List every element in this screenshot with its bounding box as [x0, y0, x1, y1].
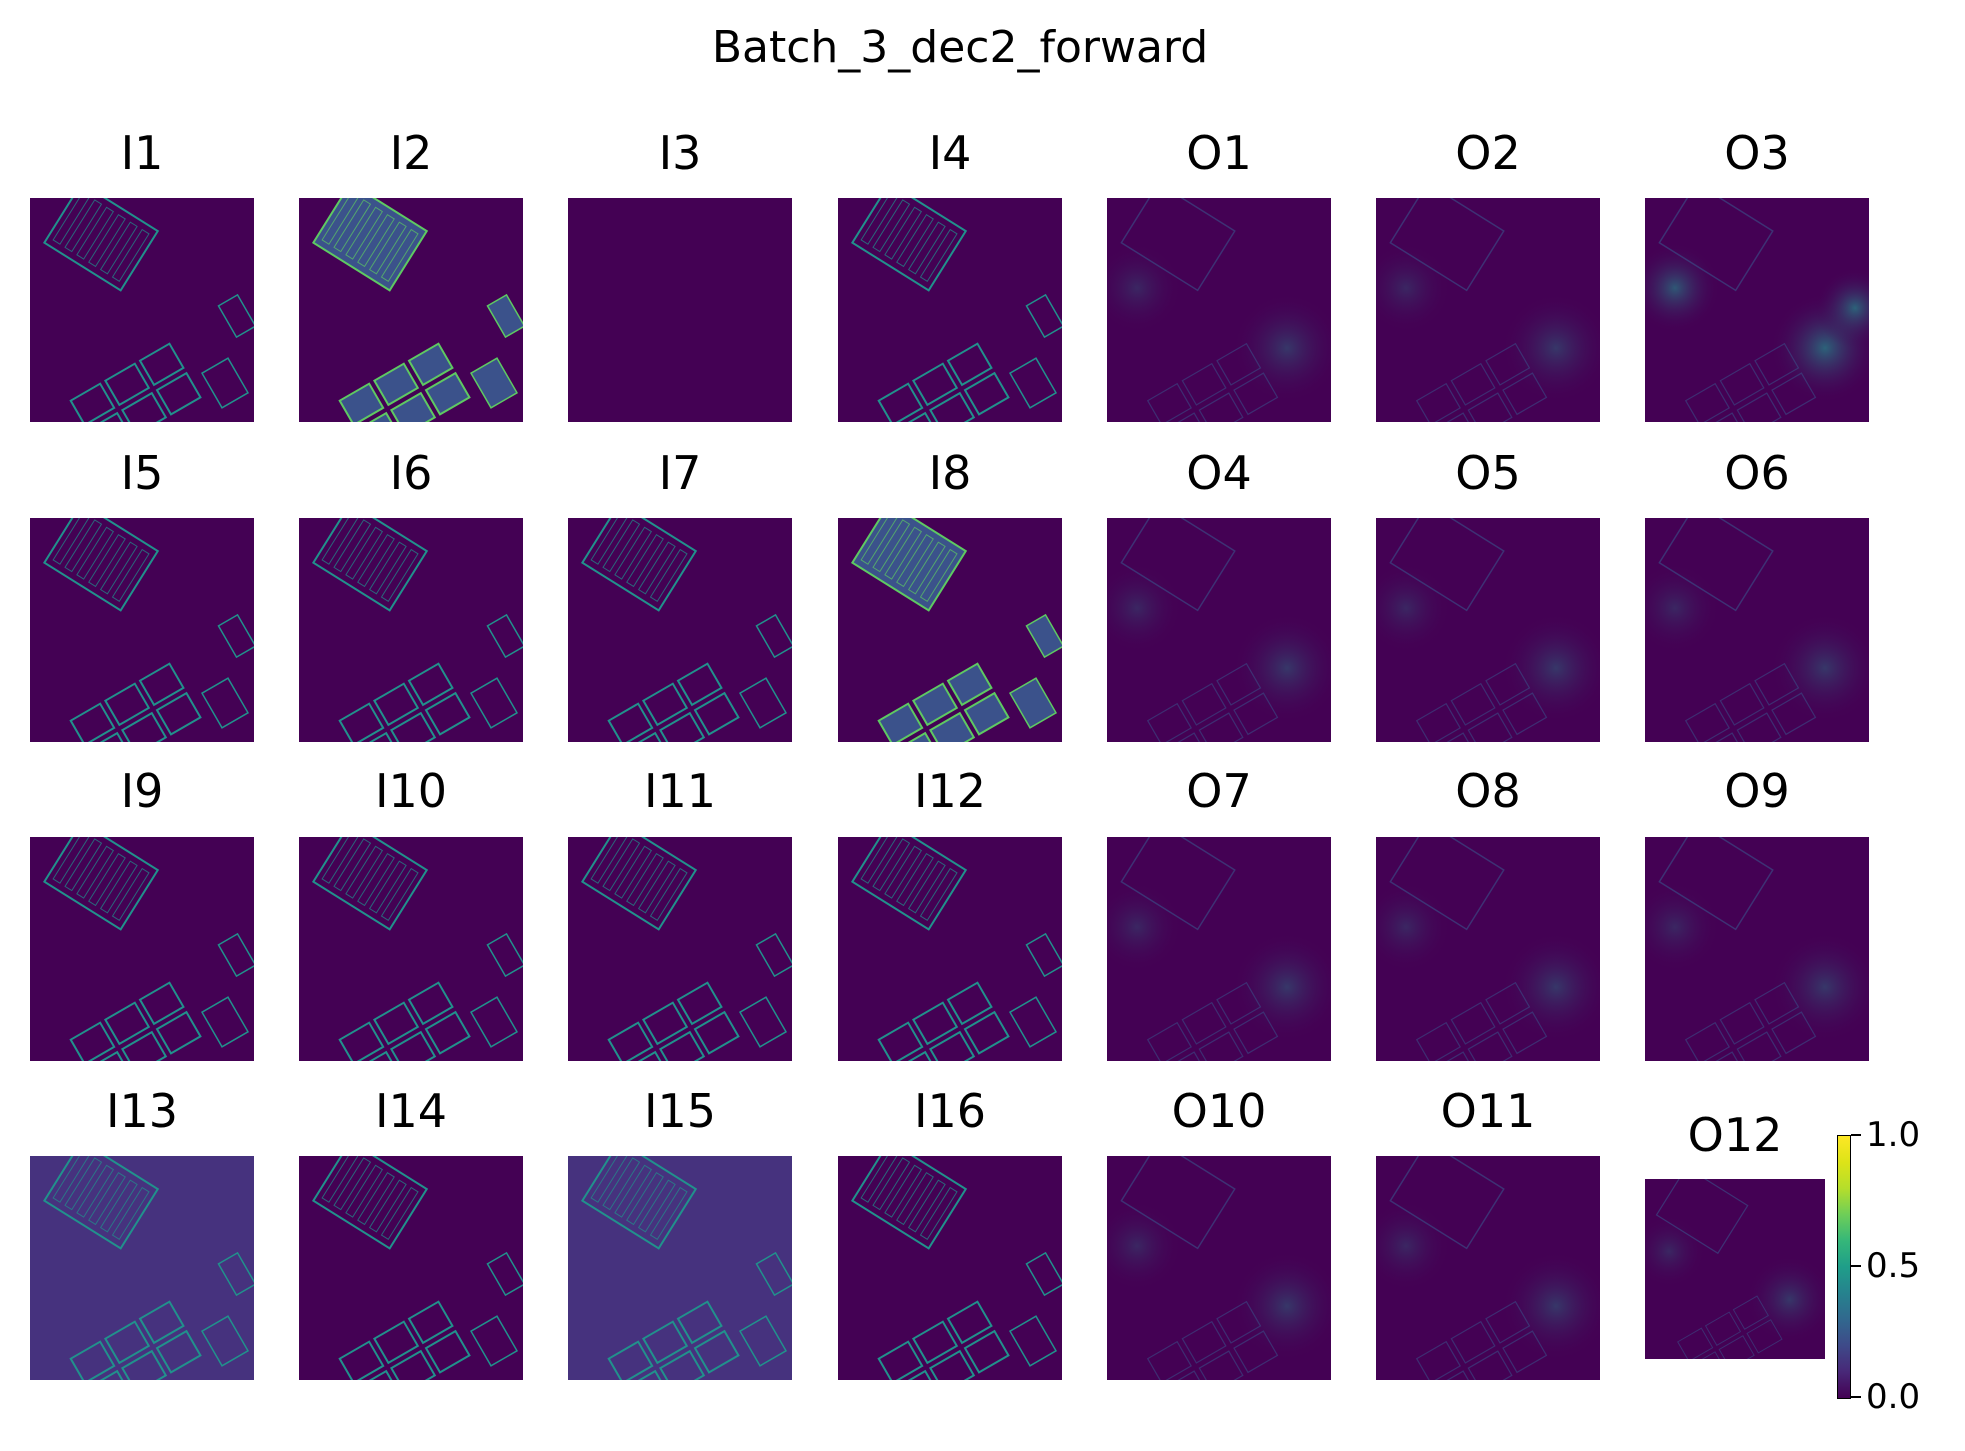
panel-i7: [568, 518, 792, 742]
panel-title: I7: [658, 446, 702, 500]
panel-o7: [1107, 837, 1331, 1061]
panel-title: O4: [1186, 446, 1252, 500]
panel-title: I11: [643, 764, 717, 818]
colorbar-tick-label: 1.0: [1866, 1115, 1921, 1155]
panel-title: I16: [913, 1084, 987, 1138]
panel-o1: [1107, 198, 1331, 422]
panel-i13: [30, 1156, 254, 1380]
heatmap-image: [42, 198, 254, 422]
heatmap-image: [1376, 837, 1600, 1061]
panel-title: O2: [1455, 126, 1521, 180]
panel-title: O12: [1687, 1108, 1783, 1162]
heatmap-image: [30, 1156, 254, 1380]
heatmap-image: [1645, 518, 1869, 742]
colorbar-tick-label: 0.5: [1866, 1246, 1921, 1286]
panel-i3: [568, 198, 792, 422]
panel-title: I12: [913, 764, 987, 818]
panel-title: I3: [658, 126, 702, 180]
panel-o11: [1376, 1156, 1600, 1380]
colorbar-tick: [1851, 1134, 1861, 1136]
panel-o9: [1645, 837, 1869, 1061]
panel-title: I10: [374, 764, 448, 818]
panel-i9: [30, 837, 254, 1061]
panel-title: I2: [389, 126, 433, 180]
panel-title: I4: [928, 126, 972, 180]
heatmap-image: [1107, 518, 1331, 742]
panel-o8: [1376, 837, 1600, 1061]
heatmap-image: [850, 518, 1062, 742]
panel-i5: [30, 518, 254, 742]
panel-title: I9: [120, 764, 164, 818]
heatmap-image: [850, 1156, 1062, 1380]
heatmap-image: [1376, 518, 1600, 742]
panel-i4: [838, 198, 1062, 422]
panel-o6: [1645, 518, 1869, 742]
panel-i15: [568, 1156, 792, 1380]
heatmap-image: [1376, 1156, 1600, 1380]
panel-title: O1: [1186, 126, 1252, 180]
colorbar: [1837, 1135, 1851, 1399]
panel-o2: [1376, 198, 1600, 422]
colorbar-tick: [1851, 1396, 1861, 1398]
panel-title: O11: [1440, 1084, 1536, 1138]
panel-i11: [568, 837, 792, 1061]
figure-title: Batch_3_dec2_forward: [711, 22, 1209, 73]
heatmap-image: [311, 837, 523, 1061]
panel-o5: [1376, 518, 1600, 742]
panel-title: I6: [389, 446, 433, 500]
panel-i8: [838, 518, 1062, 742]
heatmap-image: [311, 518, 523, 742]
heatmap-image: [311, 1156, 523, 1380]
panel-i2: [299, 198, 523, 422]
heatmap-image: [42, 518, 254, 742]
panel-i6: [299, 518, 523, 742]
panel-title: I5: [120, 446, 164, 500]
heatmap-image: [1107, 198, 1331, 422]
panel-title: I1: [120, 126, 164, 180]
heatmap-image: [568, 198, 792, 422]
panel-i12: [838, 837, 1062, 1061]
panel-o10: [1107, 1156, 1331, 1380]
panel-i1: [30, 198, 254, 422]
panel-title: I14: [374, 1084, 448, 1138]
panel-title: I15: [643, 1084, 717, 1138]
heatmap-image: [311, 198, 523, 422]
heatmap-image: [42, 837, 254, 1061]
panel-title: O9: [1724, 764, 1790, 818]
panel-i16: [838, 1156, 1062, 1380]
panel-o12: [1645, 1179, 1825, 1359]
colorbar-tick-label: 0.0: [1866, 1377, 1921, 1417]
panel-title: O10: [1171, 1084, 1267, 1138]
panel-title: I13: [105, 1084, 179, 1138]
heatmap-image: [1376, 198, 1600, 422]
heatmap-image: [580, 518, 792, 742]
panel-i10: [299, 837, 523, 1061]
panel-title: O6: [1724, 446, 1790, 500]
panel-o3: [1645, 198, 1869, 422]
heatmap-image: [1107, 837, 1331, 1061]
heatmap-image: [580, 837, 792, 1061]
panel-title: O8: [1455, 764, 1521, 818]
heatmap-image: [850, 198, 1062, 422]
panel-title: O7: [1186, 764, 1252, 818]
panel-i14: [299, 1156, 523, 1380]
panel-title: I8: [928, 446, 972, 500]
panel-title: O5: [1455, 446, 1521, 500]
panel-title: O3: [1724, 126, 1790, 180]
panel-o4: [1107, 518, 1331, 742]
heatmap-image: [1645, 837, 1869, 1061]
colorbar-tick: [1851, 1265, 1861, 1267]
heatmap-image: [1107, 1156, 1331, 1380]
heatmap-image: [1645, 1179, 1825, 1359]
heatmap-image: [850, 837, 1062, 1061]
heatmap-image: [1645, 198, 1869, 422]
heatmap-image: [568, 1156, 792, 1380]
